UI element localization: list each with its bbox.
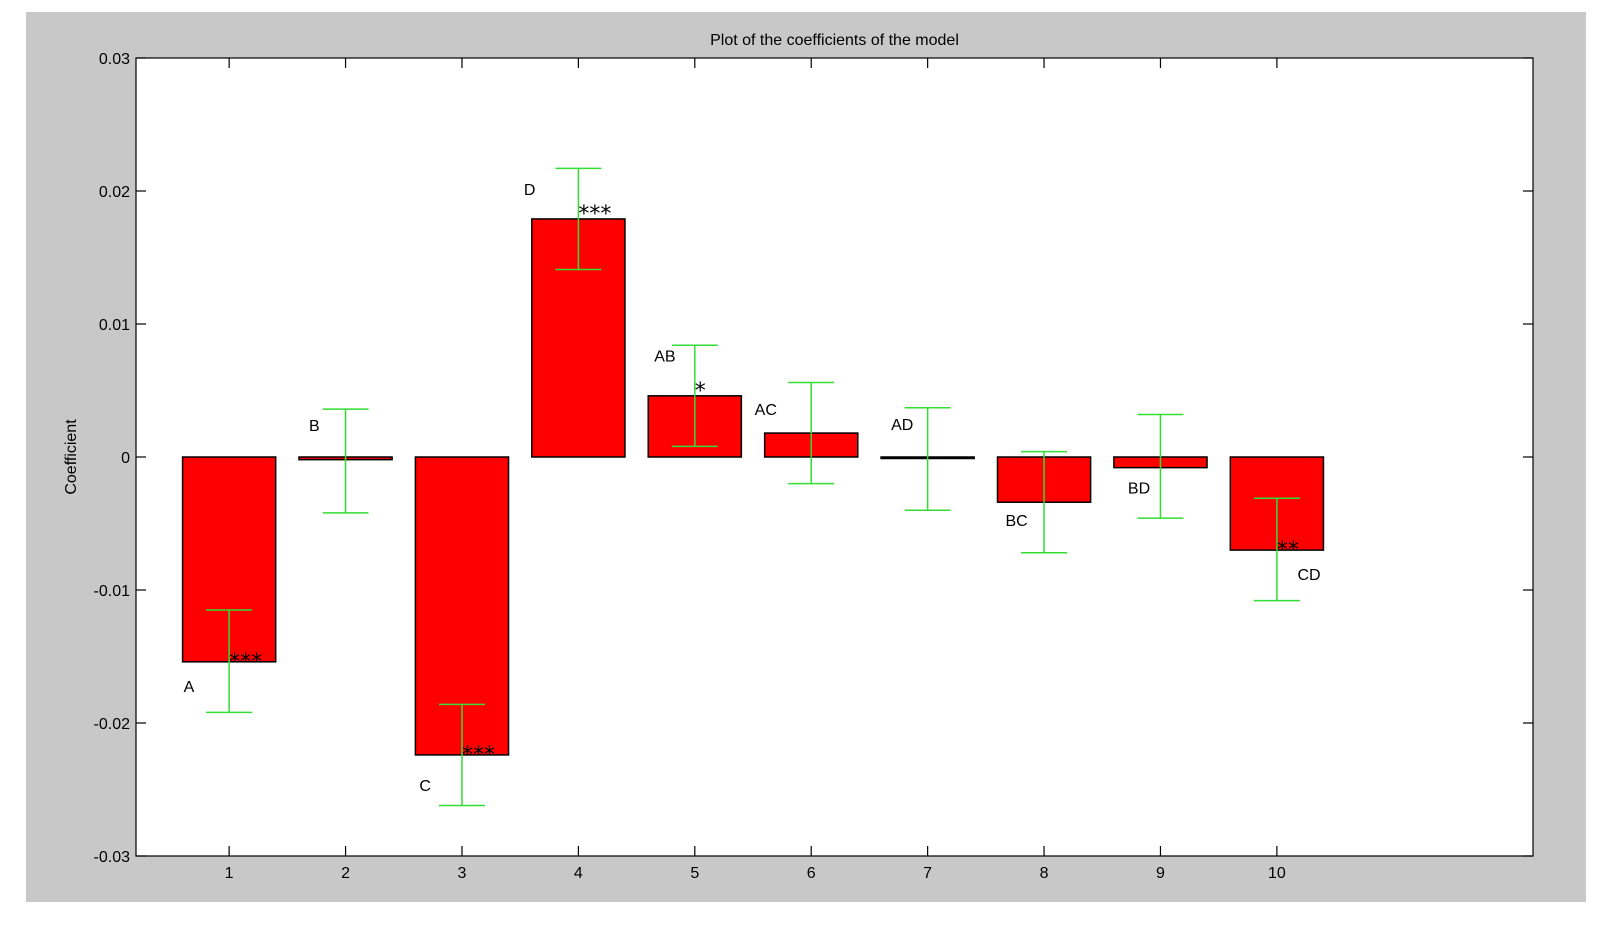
- x-tick-label-6: 6: [807, 865, 816, 882]
- significance-D: ***: [578, 202, 611, 227]
- significance-AB: *: [695, 379, 706, 404]
- y-axis-label: Coefficient: [63, 419, 80, 495]
- chart-title: Plot of the coefficients of the model: [710, 32, 959, 49]
- x-tick-label-3: 3: [458, 865, 467, 882]
- y-tick-label--0.03: -0.03: [94, 849, 131, 866]
- x-tick-label-8: 8: [1040, 865, 1049, 882]
- bar-label-D: D: [524, 182, 536, 199]
- x-tick-label-9: 9: [1156, 865, 1165, 882]
- bar-label-AB: AB: [654, 348, 675, 365]
- x-tick-label-1: 1: [225, 865, 234, 882]
- bar-label-B: B: [309, 418, 320, 435]
- bar-label-AC: AC: [755, 402, 777, 419]
- bar-label-A: A: [184, 679, 195, 696]
- x-tick-label-7: 7: [923, 865, 932, 882]
- ticks-layer: 1 2 3 4 5 6 7 8 9 10 0.03 0.02 0.01 0 -0.01 -0.02 -0.03: [94, 51, 1533, 882]
- y-tick-label--0.01: -0.01: [94, 583, 131, 600]
- x-tick-label-5: 5: [690, 865, 699, 882]
- bar-label-BC: BC: [1005, 513, 1027, 530]
- bars-layer: [181, 218, 1325, 756]
- bar-label-BD: BD: [1128, 481, 1150, 498]
- significance-C: ***: [462, 743, 495, 768]
- y-tick-label-0: 0: [121, 450, 130, 467]
- error-bars-layer: [206, 167, 1300, 807]
- bar-label-AD: AD: [891, 417, 913, 434]
- x-tick-label-2: 2: [341, 865, 350, 882]
- x-tick-label-10: 10: [1268, 865, 1286, 882]
- bar-label-C: C: [419, 778, 431, 795]
- y-tick-label--0.02: -0.02: [94, 716, 131, 733]
- y-tick-label-0.02: 0.02: [99, 184, 130, 201]
- significance-CD: **: [1277, 538, 1299, 563]
- y-tick-label-0.01: 0.01: [99, 317, 130, 334]
- significance-A: ***: [229, 650, 262, 675]
- bar-label-CD: CD: [1297, 567, 1320, 584]
- y-tick-label-0.03: 0.03: [99, 51, 130, 68]
- x-tick-label-4: 4: [574, 865, 583, 882]
